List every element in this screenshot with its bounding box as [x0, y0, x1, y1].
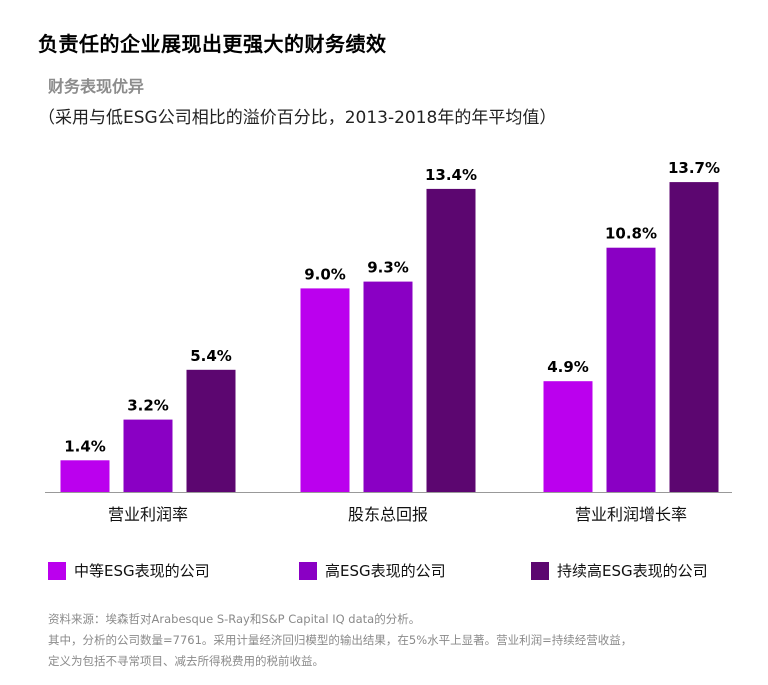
- legend-swatch-high-esg: [299, 561, 317, 580]
- source-note: 资料来源：埃森哲对Arabesque S-Ray和S&P Capital IQ …: [48, 612, 421, 626]
- data-label-0-2: 5.4%: [190, 347, 232, 365]
- chart-description: （采用与低ESG公司相比的溢价百分比，2013-2018年的年平均值）: [38, 108, 557, 128]
- chart-subtitle: 财务表现优异: [48, 77, 145, 96]
- bar-0-1: [123, 419, 173, 492]
- bar-1-0: [300, 288, 350, 492]
- data-label-1-0: 9.0%: [304, 265, 346, 283]
- legend-label-sustained-high-esg: 持续高ESG表现的公司: [557, 562, 708, 580]
- legend-item-medium-esg: 中等ESG表现的公司: [48, 560, 210, 581]
- data-label-0-0: 1.4%: [64, 437, 106, 455]
- bar-1-1: [363, 281, 413, 492]
- legend: 中等ESG表现的公司 高ESG表现的公司 持续高ESG表现的公司: [0, 560, 768, 584]
- legend-swatch-medium-esg: [48, 561, 66, 580]
- category-label-0: 营业利润率: [108, 505, 188, 524]
- data-label-1-1: 9.3%: [367, 259, 409, 277]
- data-label-2-1: 10.8%: [605, 225, 657, 243]
- data-label-0-1: 3.2%: [127, 397, 169, 415]
- legend-item-high-esg: 高ESG表现的公司: [299, 560, 446, 581]
- methodology-note: 其中，分析的公司数量=7761。采用计量经济回归模型的输出结果，在5%水平上显著…: [48, 633, 633, 647]
- bar-2-1: [606, 247, 656, 492]
- bar-0-2: [186, 369, 236, 492]
- definition-note: 定义为包括不寻常项目、减去所得税费用的税前收益。: [48, 654, 324, 668]
- legend-label-high-esg: 高ESG表现的公司: [325, 562, 446, 580]
- bar-0-0: [60, 460, 110, 492]
- legend-item-sustained-high-esg: 持续高ESG表现的公司: [531, 560, 708, 581]
- bar-chart: 1.4% 3.2% 5.4% 营业利润率 9.0% 9.3% 13.4% 股东总回报 4.9% 1…: [45, 159, 732, 524]
- data-label-1-2: 13.4%: [425, 166, 477, 184]
- category-label-2: 营业利润增长率: [575, 505, 687, 524]
- bar-2-0: [543, 381, 593, 492]
- legend-swatch-sustained-high-esg: [531, 561, 549, 580]
- chart-title: 负责任的企业展现出更强大的财务绩效: [38, 32, 387, 56]
- data-label-2-2: 13.7%: [668, 159, 720, 177]
- legend-label-medium-esg: 中等ESG表现的公司: [74, 562, 210, 580]
- data-label-2-0: 4.9%: [547, 358, 589, 376]
- bar-2-2: [669, 182, 719, 492]
- category-label-1: 股东总回报: [348, 505, 428, 524]
- bar-1-2: [426, 188, 476, 492]
